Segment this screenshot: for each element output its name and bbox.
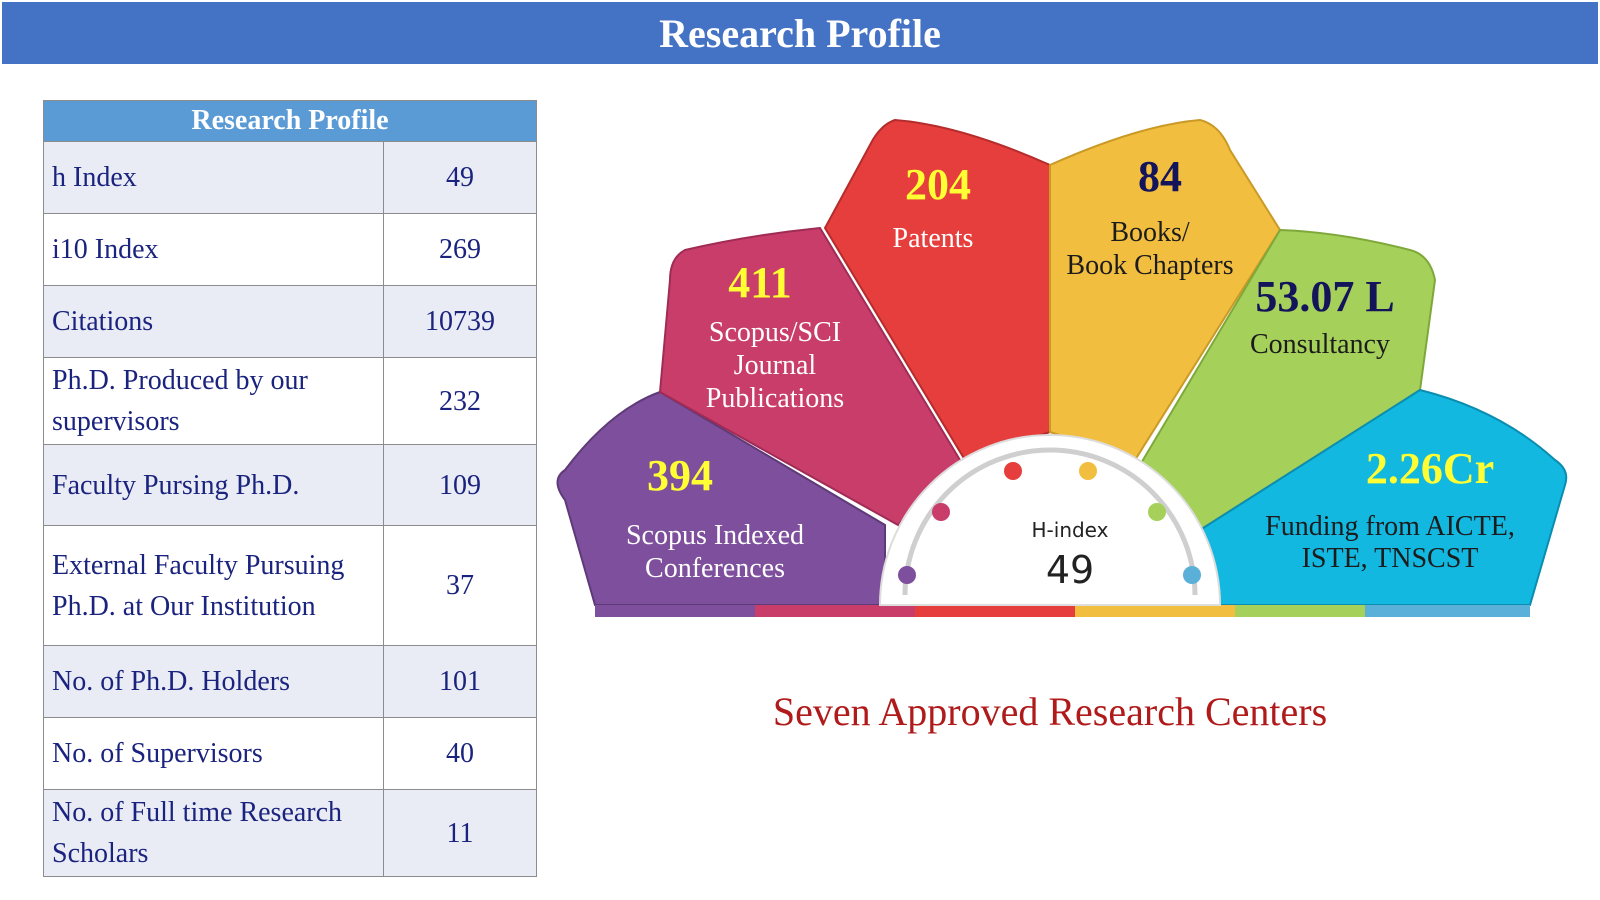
research-centers-caption: Seven Approved Research Centers	[772, 689, 1328, 734]
table-row: No. of Supervisors 40	[43, 717, 537, 790]
table-row: Citations 10739	[43, 285, 537, 358]
row-value: 40	[383, 717, 537, 790]
petal-patents	[823, 118, 1051, 462]
table-row: Faculty Pursing Ph.D. 109	[43, 444, 537, 526]
petal-journals-label-line1: Scopus/SCI	[708, 317, 842, 348]
table-row: h Index 49	[43, 141, 537, 214]
petal-books	[1049, 118, 1282, 462]
table-row: Ph.D. Produced by our supervisors 232	[43, 357, 537, 445]
fan-graphic	[556, 118, 1568, 617]
strip-green	[1235, 605, 1365, 617]
petal-conferences-value: 394	[647, 451, 713, 500]
strip-purple	[595, 605, 755, 617]
strip-crimson	[755, 605, 915, 617]
table-row: No. of Full time Research Scholars 11	[43, 789, 537, 877]
gauge-label: H-index	[1031, 518, 1109, 542]
petal-consultancy-label-line1: Consultancy	[1250, 329, 1390, 360]
row-value: 11	[383, 789, 537, 877]
row-value: 109	[383, 444, 537, 526]
row-label: No. of Supervisors	[43, 717, 384, 790]
strip-blue	[1365, 605, 1530, 617]
petal-consultancy	[1138, 228, 1437, 532]
petal-conferences-label-line1: Scopus Indexed	[625, 520, 805, 551]
table-header: Research Profile	[43, 100, 537, 142]
row-value: 232	[383, 357, 537, 445]
petal-conferences-label-line2: Conferences	[645, 553, 785, 584]
petal-books-label-line2: Book Chapters	[1066, 250, 1234, 281]
gauge-dot-green	[1148, 503, 1166, 521]
row-label: Faculty Pursing Ph.D.	[43, 444, 384, 526]
petal-journals-label-line2: Journal	[733, 350, 817, 381]
row-label: h Index	[43, 141, 384, 214]
gauge-dot-blue	[1183, 566, 1201, 584]
gauge-dot-yellow	[1079, 462, 1097, 480]
petal-journals-label-line3: Publications	[705, 383, 845, 414]
row-label: No. of Full time Research Scholars	[43, 789, 384, 877]
petal-conferences	[556, 390, 886, 606]
row-value: 37	[383, 525, 537, 646]
row-value: 269	[383, 213, 537, 286]
gauge-arc	[902, 447, 1198, 596]
table-row: No. of Ph.D. Holders 101	[43, 645, 537, 718]
row-value: 49	[383, 141, 537, 214]
petal-funding-label-line1: Funding from AICTE,	[1265, 511, 1515, 542]
row-label: Ph.D. Produced by our supervisors	[43, 357, 384, 445]
petal-funding-label-line2: ISTE, TNSCST	[1301, 543, 1479, 574]
petal-journals-value: 411	[728, 258, 792, 307]
petal-funding	[1198, 388, 1568, 606]
petal-journals	[658, 226, 962, 527]
petal-books-label-line1: Books/	[1110, 217, 1190, 248]
research-fan-diagram: 394 Scopus Indexed Conferences 411 Scopu…	[540, 110, 1600, 640]
petal-books-value: 84	[1138, 152, 1182, 201]
petal-patents-label-line1: Patents	[892, 223, 974, 254]
row-value: 101	[383, 645, 537, 718]
row-label: Citations	[43, 285, 384, 358]
row-label: No. of Ph.D. Holders	[43, 645, 384, 718]
gauge-dot-purple	[898, 566, 916, 584]
strip-yellow	[1075, 605, 1235, 617]
gauge-dot-red	[1004, 462, 1022, 480]
row-label: External Faculty Pursuing Ph.D. at Our I…	[43, 525, 384, 646]
petal-funding-value: 2.26Cr	[1365, 444, 1495, 493]
research-profile-table: Research Profile h Index 49 i10 Index 26…	[43, 100, 537, 877]
gauge-dot-crimson	[932, 503, 950, 521]
row-label: i10 Index	[43, 213, 384, 286]
row-value: 10739	[383, 285, 537, 358]
strip-red	[915, 605, 1075, 617]
table-row: External Faculty Pursuing Ph.D. at Our I…	[43, 525, 537, 646]
petal-patents-value: 204	[905, 160, 971, 209]
banner-title: Research Profile	[2, 2, 1598, 64]
gauge-value: 49	[1045, 548, 1095, 592]
table-row: i10 Index 269	[43, 213, 537, 286]
petal-consultancy-value: 53.07 L	[1255, 272, 1395, 321]
